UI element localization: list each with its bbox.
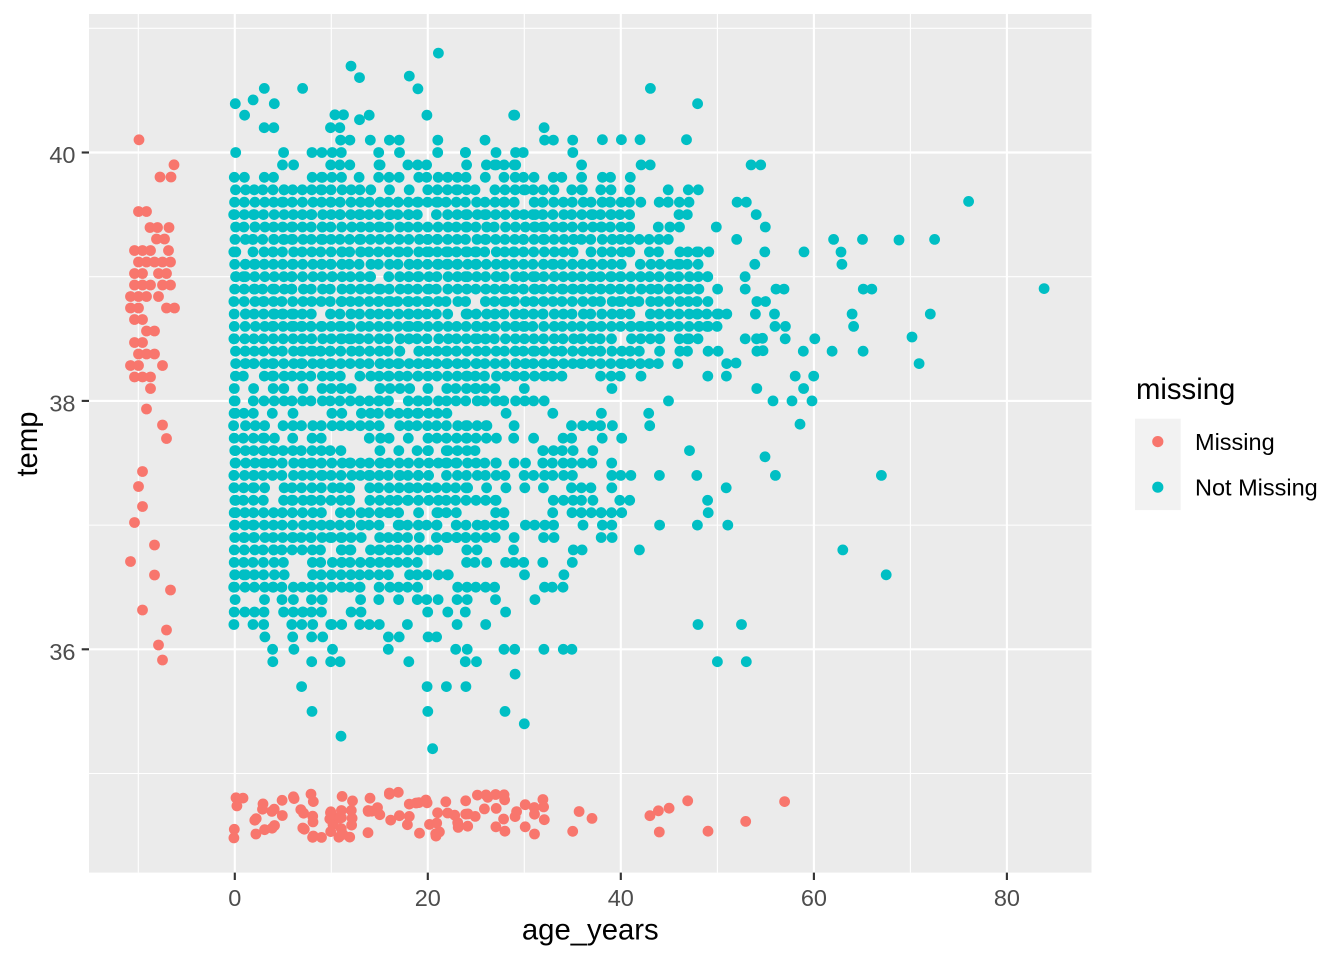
svg-text:missing: missing [1136, 373, 1235, 406]
svg-text:age_years: age_years [522, 914, 659, 947]
svg-text:20: 20 [415, 885, 441, 911]
svg-text:Not Missing: Not Missing [1195, 474, 1318, 500]
svg-text:40: 40 [608, 885, 634, 911]
svg-text:60: 60 [801, 885, 827, 911]
svg-text:40: 40 [49, 142, 75, 168]
svg-text:36: 36 [49, 639, 75, 665]
svg-text:temp: temp [11, 411, 44, 476]
svg-text:38: 38 [49, 390, 75, 416]
svg-text:0: 0 [228, 885, 241, 911]
svg-text:Missing: Missing [1195, 429, 1275, 455]
svg-text:80: 80 [994, 885, 1020, 911]
